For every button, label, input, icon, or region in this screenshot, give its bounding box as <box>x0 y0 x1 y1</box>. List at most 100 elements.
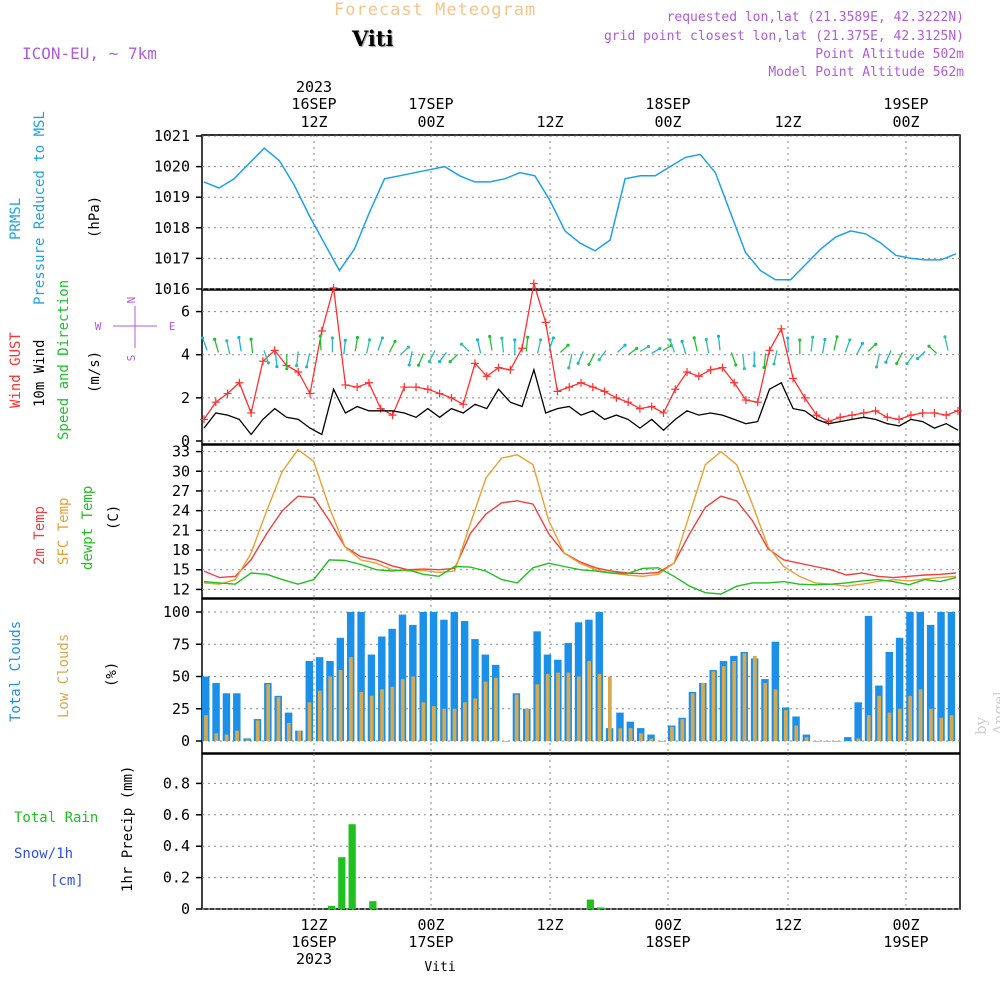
wind-arrow-head-63 <box>915 357 920 361</box>
low-cloud-bar-66 <box>887 712 892 741</box>
low-cloud-bar-9 <box>297 730 302 741</box>
pressure-tick-label-4: 1020 <box>154 158 190 176</box>
low-cloud-bar-34 <box>556 672 560 741</box>
precip-tick-label-4: 0.8 <box>163 774 190 792</box>
low-cloud-bar-3 <box>235 730 239 741</box>
pressure-tick-label-2: 1018 <box>154 219 190 237</box>
temp-tick-label-7: 33 <box>172 443 190 461</box>
wind-arrow-47 <box>742 354 745 369</box>
low-cloud-bar-16 <box>369 695 374 741</box>
total-cloud-bar-60 <box>823 741 831 742</box>
temp-tick-label-3: 21 <box>172 521 190 539</box>
wind-arrow-head-28 <box>526 335 530 339</box>
wind-arrow-head-24 <box>475 338 480 342</box>
wind-arrow-head-29 <box>539 338 543 342</box>
low-cloud-bar-8 <box>286 722 291 741</box>
wind-arrow-51 <box>786 338 790 353</box>
model-label: ICON-EU, ~ 7km <box>22 44 157 63</box>
low-cloud-bar-5 <box>255 720 260 741</box>
total-cloud-bar-43 <box>647 734 655 741</box>
wind-arrow-head-23 <box>459 342 464 346</box>
total-cloud-bar-25 <box>460 621 469 741</box>
gust-marker <box>847 411 856 420</box>
total-cloud-bar-0 <box>202 676 210 741</box>
top-day-label-3: 18SEP <box>645 95 690 113</box>
low-cloud-bar-64 <box>866 715 871 741</box>
temp-tick-label-6: 30 <box>172 462 190 480</box>
rain-bar-14 <box>348 824 356 909</box>
low-cloud-bar-30 <box>514 694 519 741</box>
wind-arrow-6 <box>274 352 278 367</box>
low-cloud-bar-2 <box>224 734 229 741</box>
low-cloud-bar-57 <box>794 725 799 741</box>
gust-marker <box>812 411 821 420</box>
total-cloud-bar-4 <box>243 738 251 741</box>
low-cloud-bar-48 <box>701 682 705 741</box>
gust-marker <box>859 408 868 417</box>
gust-marker <box>635 404 644 413</box>
wind-arrow-0 <box>201 337 208 351</box>
precip-tick-label-1: 0.2 <box>163 869 190 887</box>
panel-frame-4 <box>201 753 961 910</box>
gust-marker <box>435 389 444 398</box>
low-cloud-bar-28 <box>494 677 498 741</box>
temp-tick-label-1: 15 <box>172 561 190 579</box>
low-cloud-bar-22 <box>431 706 436 741</box>
wind-arrow-head-16 <box>393 339 397 343</box>
wind-arrow-head-47 <box>742 366 746 371</box>
wind-arrow-3 <box>238 337 242 352</box>
bottom-hour-label-4: 12Z <box>774 916 801 934</box>
temp-line-dew <box>203 559 957 595</box>
top-day-label-1: 17SEP <box>408 95 453 113</box>
gust-marker <box>765 346 774 355</box>
gust-marker <box>588 383 597 392</box>
wind-arrow-head-50 <box>772 362 776 366</box>
temp-line-t2m <box>203 495 957 579</box>
wind-arrow-head-44 <box>704 337 708 342</box>
wind-arrow-43 <box>693 337 698 352</box>
gust-marker <box>577 378 585 387</box>
compass-w: W <box>95 320 102 333</box>
gust-marker <box>223 389 232 398</box>
gust-marker <box>447 393 456 402</box>
pressure-tick-label-0: 1016 <box>154 280 190 298</box>
low-cloud-bar-67 <box>897 708 902 741</box>
wind-arrow-head-11 <box>330 336 334 340</box>
wind-arrow-40 <box>662 344 672 351</box>
top-hour-label-2: 12Z <box>536 113 563 131</box>
wind-arrow-61 <box>896 352 903 364</box>
gust-marker <box>235 378 244 387</box>
low-cloud-bar-32 <box>535 684 540 741</box>
rain-bar-12 <box>327 905 336 909</box>
wind-arrow-head-45 <box>716 334 721 338</box>
top-hour-label-0: 12Z <box>300 113 327 131</box>
gust-marker <box>694 372 703 381</box>
low-cloud-bar-52 <box>742 653 747 741</box>
total-cloud-bar-69 <box>916 612 925 741</box>
temp-line-sfc <box>203 448 957 587</box>
wind-arrow-4 <box>250 339 254 354</box>
wind-arrow-8 <box>296 351 299 366</box>
wind-arrow-57 <box>856 343 864 355</box>
top-day-label-5: 19SEP <box>883 95 928 113</box>
chart-title: Forecast Meteogram <box>334 0 537 20</box>
rain-bar-38 <box>597 907 605 909</box>
wind-arrow-38 <box>639 345 649 352</box>
total-cloud-bar-2 <box>222 693 231 741</box>
low-cloud-bar-43 <box>649 738 654 741</box>
pressure-tick-label-5: 1021 <box>154 127 190 145</box>
wind-arrow-34 <box>588 353 596 365</box>
gust-marker <box>258 357 267 366</box>
wind-arrow-60 <box>885 350 892 363</box>
wind-arrow-head-43 <box>692 336 696 340</box>
snow-unit: [cm] <box>50 873 84 889</box>
low-cloud-bar-55 <box>773 689 778 741</box>
gust-marker <box>918 408 927 417</box>
compass-n: N <box>125 297 138 304</box>
total-cloud-bar-61 <box>833 741 842 742</box>
clouds-tick-label-3: 75 <box>172 635 190 653</box>
wind-arrow-head-65 <box>943 335 947 339</box>
low-cloud-bar-4 <box>245 739 250 741</box>
wind-arrow-head-9 <box>304 365 309 369</box>
low-cloud-bar-49 <box>711 671 716 741</box>
